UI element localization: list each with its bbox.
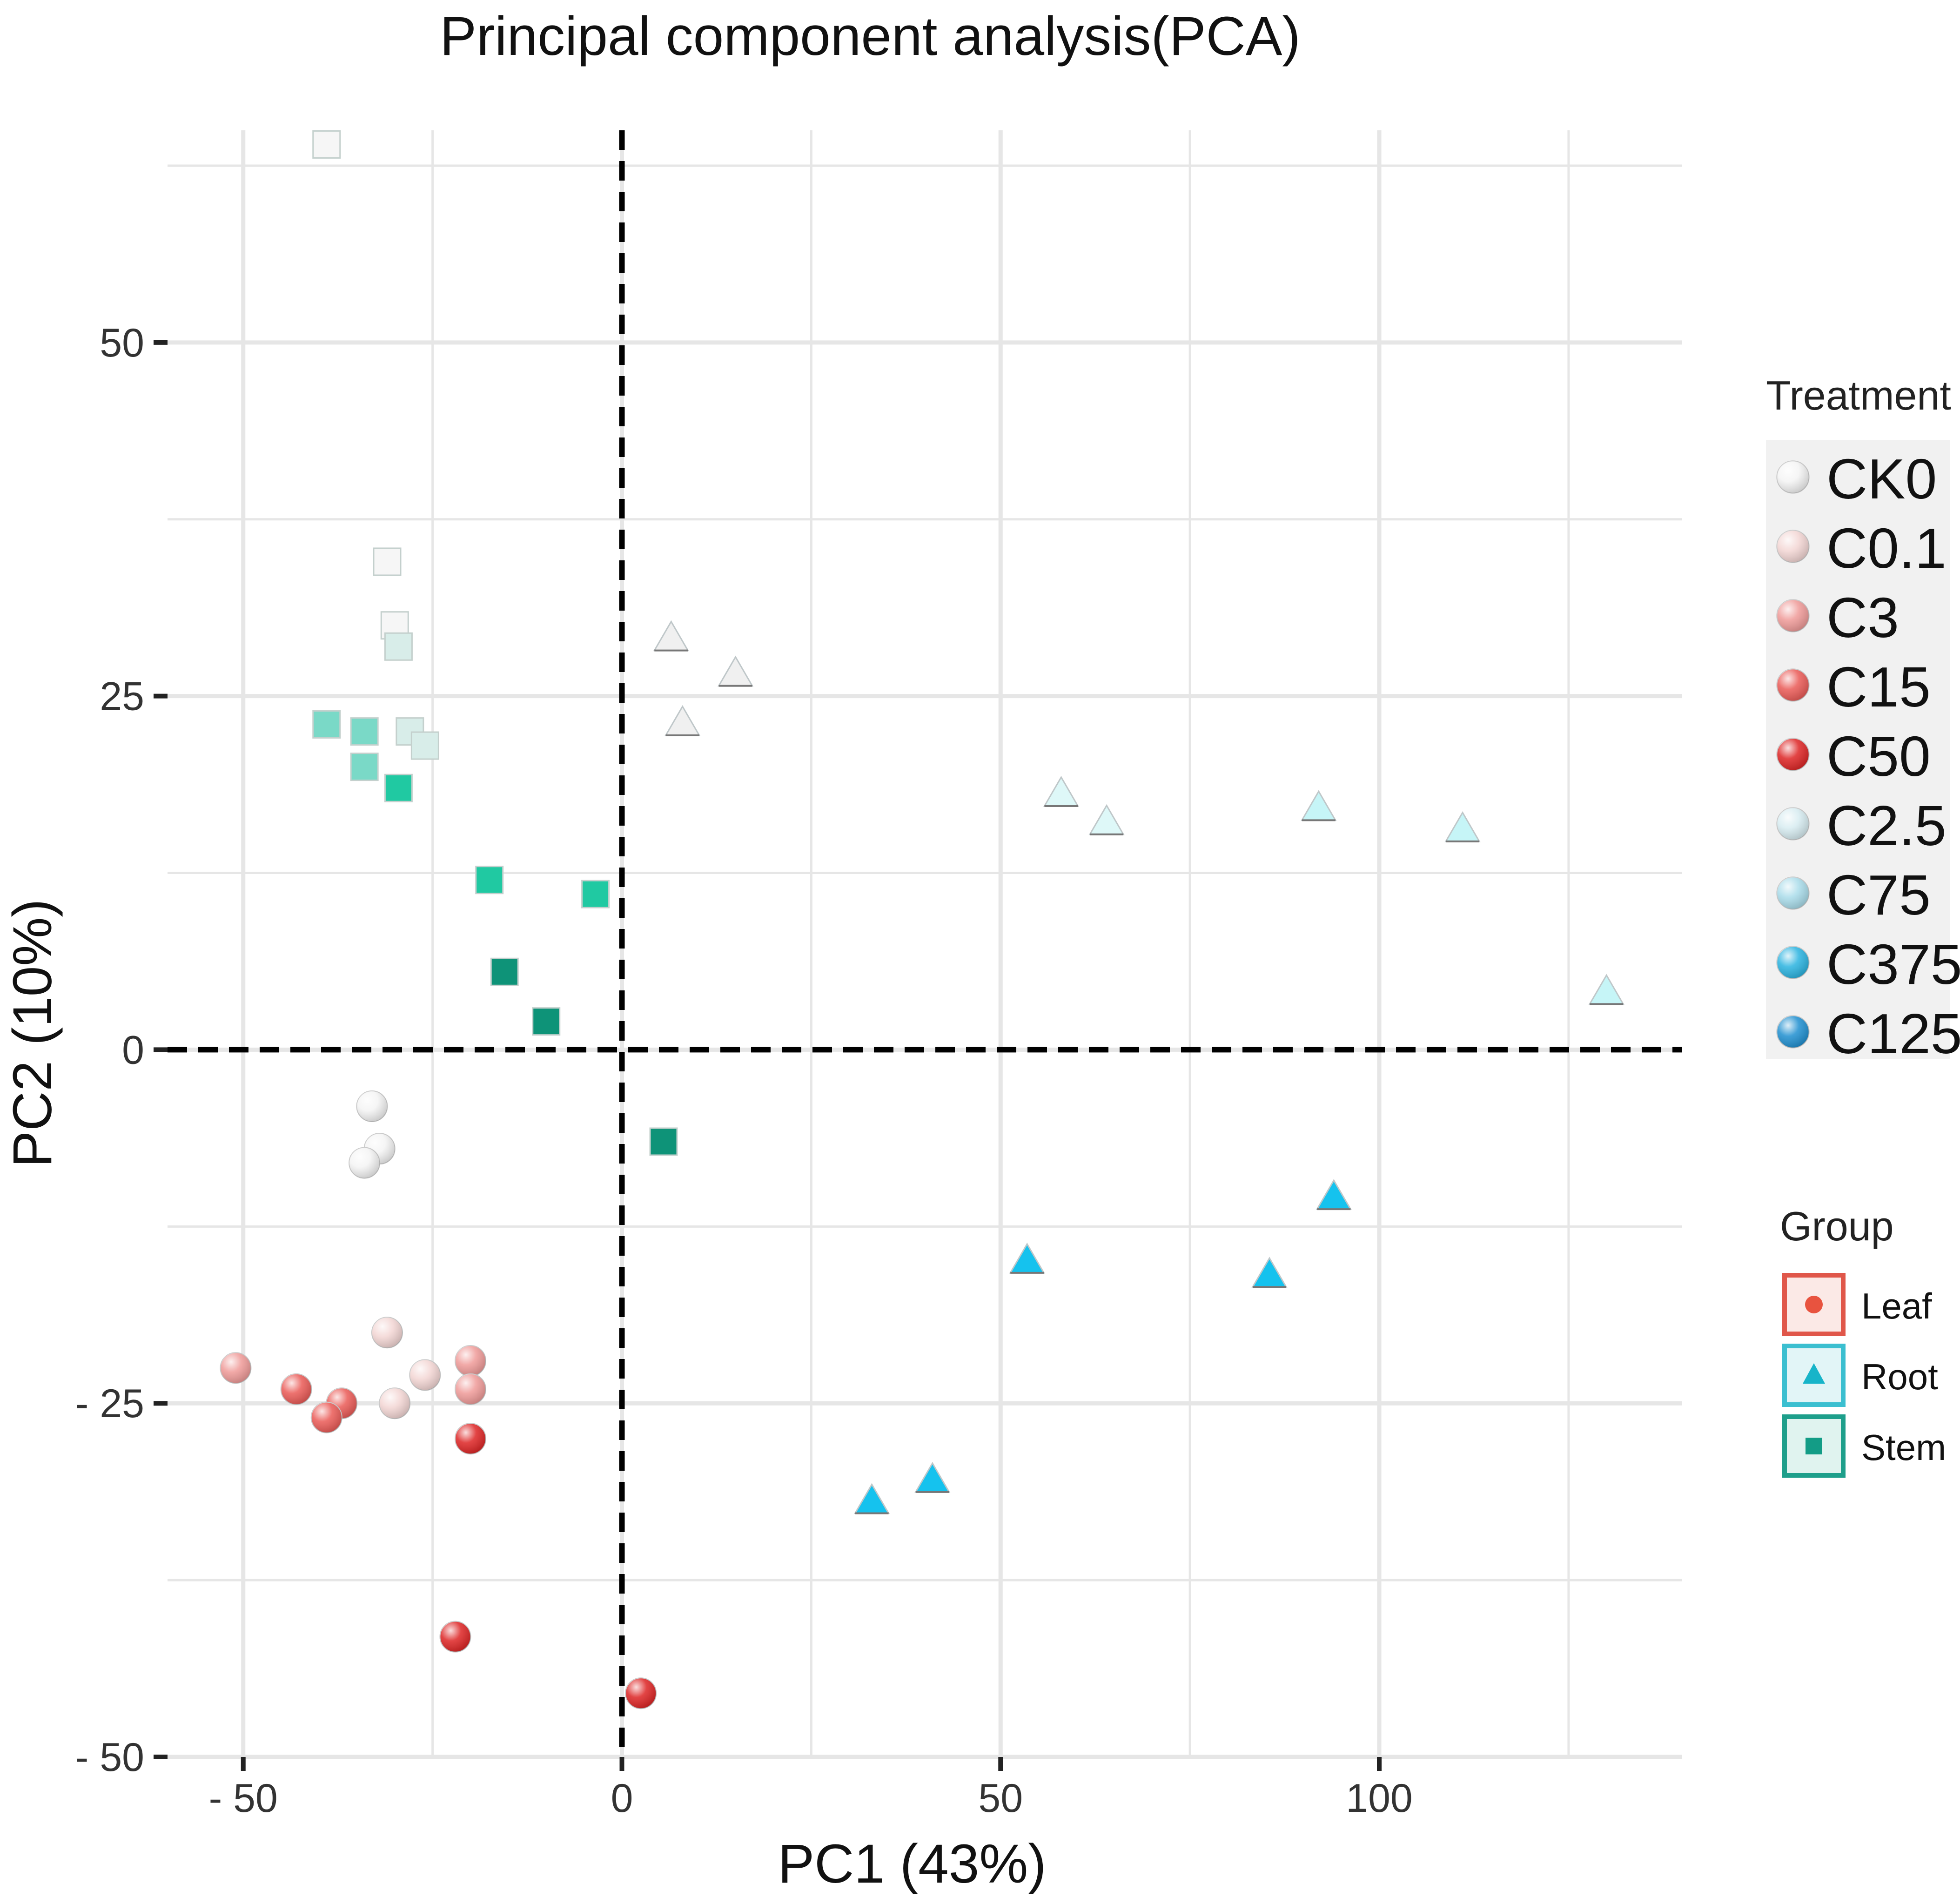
data-point-root <box>665 705 701 736</box>
data-point-leaf <box>310 1401 342 1433</box>
y-tick-label: - 50 <box>75 1735 144 1780</box>
data-point-leaf <box>280 1373 312 1405</box>
legend-group-label: Leaf <box>1861 1285 1932 1326</box>
chart-title: Principal component analysis(PCA) <box>440 6 1300 67</box>
legend-treatment-key <box>1776 599 1810 632</box>
data-point-stem <box>384 774 413 802</box>
legend-treatment-label: C375 <box>1826 933 1960 996</box>
legend-group-key <box>1806 1438 1822 1454</box>
data-point-root <box>1444 811 1481 842</box>
data-point-root <box>653 620 689 652</box>
legend-group-key <box>1803 1363 1825 1384</box>
data-point-root <box>1588 974 1624 1005</box>
data-point-leaf <box>356 1090 388 1122</box>
legend-treatment-label: C75 <box>1826 863 1931 927</box>
legend-treatment-label: CK0 <box>1826 447 1937 511</box>
legend-treatment-label: C2.5 <box>1826 794 1947 857</box>
legend-treatment-key <box>1776 876 1810 910</box>
legend-treatment-title: Treatment <box>1766 372 1951 418</box>
data-point-leaf <box>455 1373 486 1405</box>
data-point-root <box>1043 775 1080 807</box>
legend-group-label: Root <box>1861 1356 1938 1397</box>
data-point-stem <box>649 1127 678 1156</box>
axes: - 50 - 25 0 25 50 - 50 0 50 100 <box>75 321 1413 1821</box>
legend-treatment: Treatment CK0C0.1C3C15C50C2.5C75C375C125… <box>1766 372 1960 1065</box>
legend-treatment-key <box>1776 460 1810 494</box>
data-point-root <box>1088 804 1125 835</box>
data-point-root <box>1316 1179 1352 1211</box>
reference-lines <box>168 130 1682 1757</box>
legend-treatment-key <box>1776 807 1810 841</box>
data-point-leaf <box>409 1359 441 1391</box>
data-point-stem <box>312 130 341 159</box>
legend-treatment-label: C0.1 <box>1826 517 1947 580</box>
x-tick-label: - 50 <box>209 1776 278 1821</box>
data-points <box>220 130 1624 1709</box>
x-axis-label: PC1 (43%) <box>778 1833 1046 1895</box>
data-point-stem <box>384 632 413 661</box>
legend-treatment-label: C3 <box>1826 586 1899 649</box>
data-point-stem <box>350 753 379 781</box>
data-point-stem <box>312 710 341 739</box>
legend-treatment-key <box>1776 668 1810 702</box>
legend-group-label: Stem <box>1861 1427 1946 1468</box>
data-point-leaf <box>220 1352 252 1384</box>
legend-treatment-label: C1250 <box>1826 1002 1960 1065</box>
grid-lines <box>168 130 1682 1759</box>
data-point-stem <box>350 717 379 746</box>
data-point-leaf <box>379 1387 411 1420</box>
y-tick-label: 25 <box>100 674 144 719</box>
data-point-leaf <box>371 1317 403 1349</box>
data-point-leaf <box>625 1677 657 1709</box>
data-point-root <box>1251 1257 1288 1288</box>
data-point-leaf <box>455 1423 486 1455</box>
data-point-root <box>914 1461 951 1493</box>
legend-treatment-key <box>1776 1015 1810 1049</box>
data-point-root <box>1009 1242 1045 1274</box>
data-point-root <box>853 1483 890 1514</box>
data-point-root <box>1301 790 1337 821</box>
y-tick-label: - 25 <box>75 1381 144 1426</box>
data-point-stem <box>532 1007 561 1036</box>
data-point-stem <box>475 866 504 895</box>
legend-treatment-label: C50 <box>1826 725 1931 788</box>
data-point-stem <box>410 731 439 760</box>
data-point-root <box>718 655 754 687</box>
x-tick-label: 50 <box>978 1776 1023 1821</box>
data-point-leaf <box>439 1621 471 1653</box>
legend-treatment-label: C15 <box>1826 655 1931 719</box>
y-tick-label: 0 <box>122 1028 144 1072</box>
legend-treatment-key <box>1776 946 1810 979</box>
y-axis-label: PC2 (10%) <box>2 899 63 1167</box>
y-tick-label: 50 <box>100 321 144 365</box>
x-tick-label: 100 <box>1346 1776 1413 1821</box>
legend-group-key <box>1805 1296 1823 1313</box>
legend-treatment-key <box>1776 738 1810 771</box>
legend-group-title: Group <box>1780 1203 1894 1249</box>
data-point-stem <box>373 547 402 576</box>
data-point-leaf <box>455 1345 486 1377</box>
x-tick-label: 0 <box>611 1776 633 1821</box>
legend-group: Group Leaf Root Stem <box>1780 1203 1946 1478</box>
data-point-stem <box>581 880 610 908</box>
legend-treatment-key <box>1776 530 1810 563</box>
data-point-leaf <box>349 1147 381 1179</box>
data-point-stem <box>490 957 519 986</box>
